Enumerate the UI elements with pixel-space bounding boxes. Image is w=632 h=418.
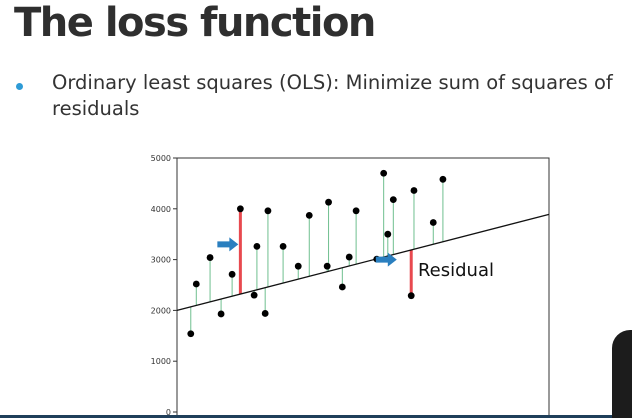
regression-line (176, 213, 550, 312)
bullet-text: Ordinary least squares (OLS): Minimize s… (52, 71, 613, 120)
y-tick-label: 2000 (151, 306, 171, 315)
data-point (345, 253, 353, 261)
data-point (389, 196, 397, 204)
data-point (250, 291, 258, 299)
data-point (325, 198, 332, 206)
y-tick-label: 1000 (151, 357, 171, 366)
y-tick-label: 0 (166, 408, 171, 417)
data-point (253, 242, 261, 250)
data-point (407, 292, 415, 300)
data-point (236, 205, 244, 213)
data-point (338, 283, 346, 291)
data-point (352, 207, 360, 215)
data-point (410, 187, 418, 194)
arrow-icon (217, 237, 239, 252)
data-point (217, 310, 225, 318)
presenter-silhouette (612, 330, 632, 418)
bullet-dot (16, 83, 23, 90)
y-tick-label: 4000 (151, 205, 171, 214)
bottom-rule (0, 415, 632, 418)
data-point (439, 175, 447, 183)
data-point (206, 254, 214, 261)
data-point (323, 262, 331, 270)
arrow-icon (375, 252, 397, 267)
data-point (380, 169, 388, 177)
data-point (294, 262, 302, 270)
data-point (187, 330, 195, 338)
data-point (305, 212, 313, 219)
data-point (261, 310, 269, 317)
data-point (228, 270, 236, 278)
data-point (429, 219, 437, 226)
y-tick-label: 3000 (151, 256, 171, 265)
slide-title: The loss function (14, 0, 376, 46)
data-point (264, 207, 272, 215)
residual-annotation: Residual (418, 260, 494, 281)
data-point (279, 242, 287, 250)
data-point (384, 230, 392, 238)
data-point (192, 280, 200, 288)
y-tick-label: 5000 (151, 154, 171, 163)
plot-frame (176, 157, 550, 418)
